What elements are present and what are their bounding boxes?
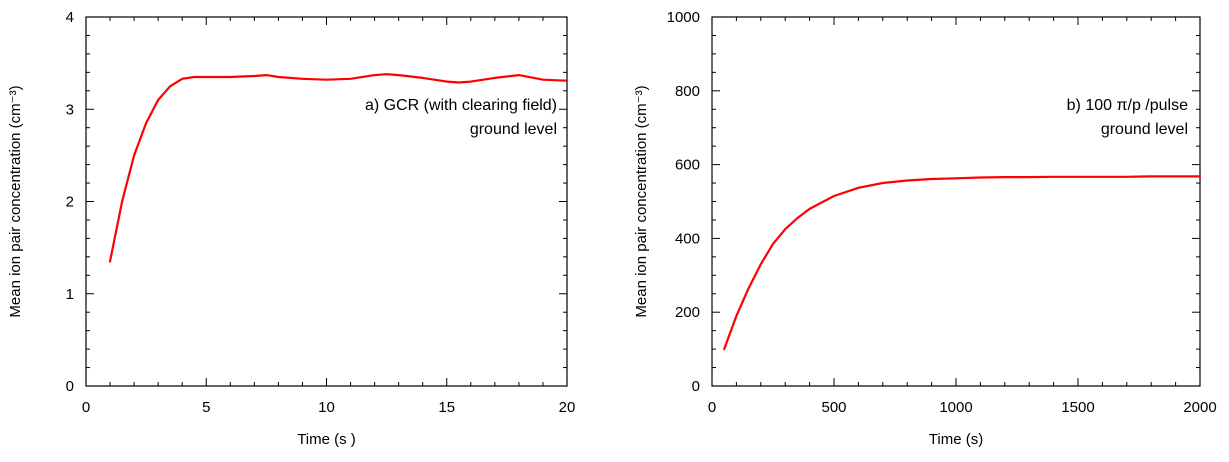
y-tick-label: 200 xyxy=(675,304,700,321)
series-line-b xyxy=(723,175,1202,351)
x-tick-label: 2000 xyxy=(1183,399,1216,416)
annotation-b-line2: ground level xyxy=(1101,121,1188,138)
y-axis-title-a: Mean ion pair concentration (cm⁻³) xyxy=(7,85,24,317)
x-axis-title-b: Time (s) xyxy=(929,431,983,448)
y-tick-label: 2 xyxy=(66,194,74,211)
x-tick-label: 0 xyxy=(708,399,716,416)
plot-frame-a xyxy=(85,16,568,387)
y-tick-label: 800 xyxy=(675,83,700,100)
axis-ticks-b xyxy=(711,16,1201,387)
x-tick-label: 20 xyxy=(559,399,576,416)
plot-frame-b xyxy=(711,16,1201,387)
x-axis-title-a: Time (s ) xyxy=(297,431,356,448)
x-tick-label: 10 xyxy=(318,399,335,416)
y-tick-label: 0 xyxy=(692,378,700,395)
y-tick-label: 3 xyxy=(66,101,74,118)
tick-labels-a: 0 5 10 15 20 0 1 2 3 4 xyxy=(66,9,576,416)
x-tick-label: 0 xyxy=(82,399,90,416)
annotation-a-line2: ground level xyxy=(470,121,557,138)
y-tick-label: 400 xyxy=(675,230,700,247)
y-tick-label: 600 xyxy=(675,157,700,174)
x-tick-label: 1500 xyxy=(1061,399,1094,416)
axis-ticks-a xyxy=(85,16,568,387)
y-tick-label: 1000 xyxy=(667,9,700,26)
annotation-b-line1: b) 100 π/p /pulse xyxy=(1067,97,1188,114)
tick-labels-b: 0 500 1000 1500 2000 0 200 400 600 800 1000 xyxy=(667,9,1217,416)
y-tick-label: 0 xyxy=(66,378,74,395)
panel-b: 0 500 1000 1500 2000 0 200 400 600 800 1000 Time (… xyxy=(633,9,1217,448)
series-line-a xyxy=(108,73,569,263)
x-tick-label: 500 xyxy=(821,399,846,416)
y-axis-title-b: Mean ion pair concentration (cm⁻³) xyxy=(633,85,650,317)
x-tick-label: 1000 xyxy=(939,399,972,416)
annotation-a-line1: a) GCR (with clearing field) xyxy=(365,97,557,114)
panel-a: 0 5 10 15 20 0 1 2 3 4 Time (s ) Mean ion pair co… xyxy=(7,9,575,448)
x-tick-label: 5 xyxy=(202,399,210,416)
x-tick-label: 15 xyxy=(438,399,455,416)
y-tick-label: 1 xyxy=(66,286,74,303)
y-tick-label: 4 xyxy=(66,9,74,26)
